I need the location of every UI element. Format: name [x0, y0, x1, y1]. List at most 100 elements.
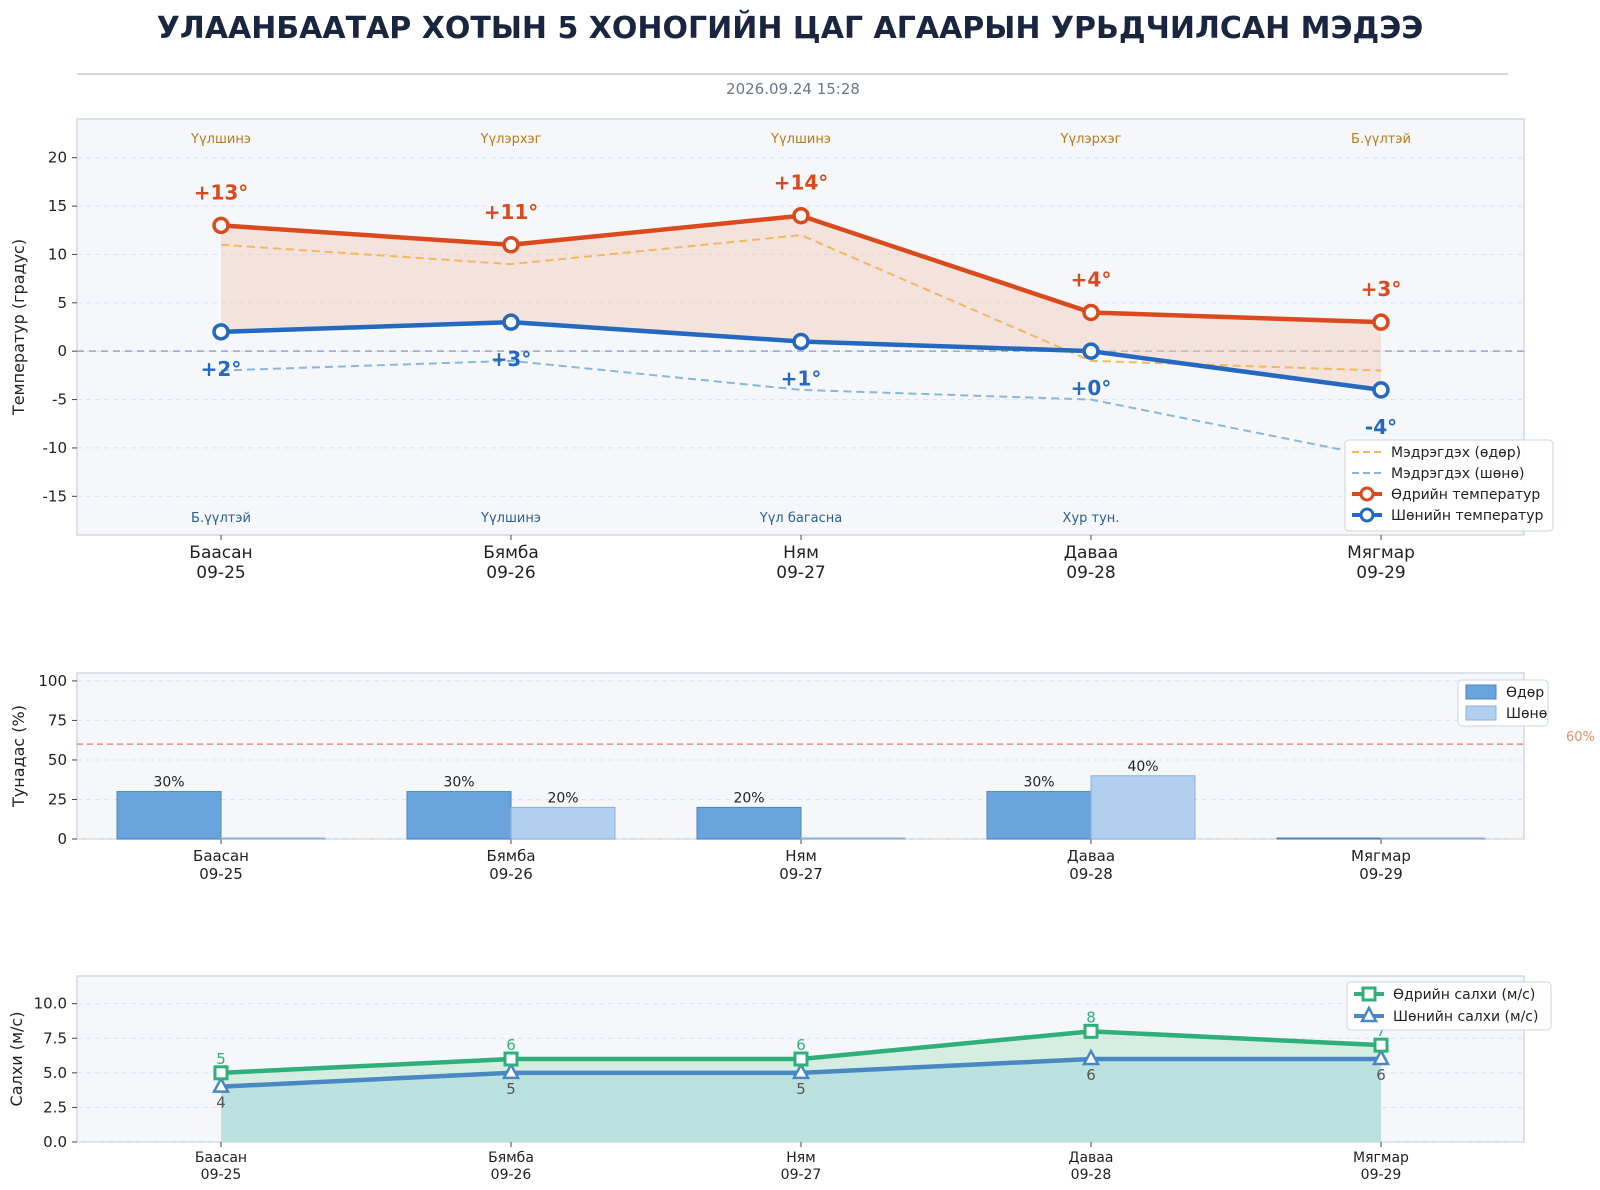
- day-condition-label: Үүлшинэ: [770, 132, 831, 147]
- day-temperature-label: +4°: [1071, 267, 1112, 291]
- night-precipitation-bar: [1090, 775, 1196, 840]
- night-wind-label: 5: [506, 1080, 516, 1098]
- y-tick-label: 5: [57, 294, 67, 312]
- x-tick-label-day: Бямба: [486, 847, 535, 865]
- legend-label: Өдрийн салхи (м/с): [1393, 987, 1535, 1003]
- wind-legend: Өдрийн салхи (м/с) Шөнийн салхи (м/с): [1346, 981, 1552, 1031]
- timestamp: 2026.09.24 15:28: [726, 80, 860, 98]
- legend-label: Шөнийн салхи (м/с): [1393, 1009, 1538, 1025]
- x-tick-label-date: 09-27: [779, 865, 823, 883]
- day-temperature-point: [792, 206, 810, 225]
- night-precipitation-label: 40%: [1127, 759, 1158, 775]
- day-wind-label: 6: [506, 1036, 516, 1054]
- legend-swatch: [1465, 705, 1497, 721]
- night-wind-area: [221, 1059, 1381, 1142]
- x-tick-label-day: Мягмар: [1351, 847, 1411, 865]
- y-tick-label: 7.5: [43, 1029, 67, 1047]
- x-tick-label-date: 09-25: [196, 563, 245, 583]
- y-tick-label: -5: [52, 391, 67, 409]
- legend-label: Шөнийн температур: [1391, 508, 1543, 524]
- x-tick-label-date: 09-26: [486, 563, 535, 583]
- day-temperature-label: +14°: [774, 171, 829, 195]
- x-tick-label-date: 09-27: [781, 1167, 822, 1183]
- day-condition-label: Б.үүлтэй: [1351, 132, 1411, 147]
- x-tick-label-day: Бямба: [483, 543, 539, 563]
- day-condition-label: Үүлшинэ: [190, 132, 251, 147]
- night-temperature-label: +0°: [1071, 376, 1112, 400]
- day-wind-label: 8: [1086, 1008, 1096, 1026]
- day-condition-label: Үүлэрхэг: [480, 132, 542, 147]
- legend-swatch: [1465, 684, 1497, 700]
- day-temperature-label: +11°: [484, 200, 539, 224]
- y-tick-label: 0: [57, 342, 67, 360]
- night-condition-label: Б.үүлтэй: [191, 511, 251, 526]
- night-temperature-label: +1°: [781, 367, 822, 391]
- night-precipitation-bar: [510, 806, 616, 840]
- x-tick-label-date: 09-28: [1066, 563, 1115, 583]
- day-wind-label: 6: [796, 1036, 806, 1054]
- night-condition-label: Хур тун.: [1063, 511, 1120, 526]
- night-temperature-point: [502, 313, 520, 331]
- legend-box: [1346, 981, 1552, 1031]
- legend-label: Шөнө: [1506, 706, 1547, 722]
- night-wind-point: [1371, 1048, 1391, 1066]
- x-tick-label-date: 09-28: [1071, 1167, 1112, 1183]
- x-tick-label-day: Ням: [785, 847, 817, 865]
- x-tick-label-date: 09-26: [491, 1167, 532, 1183]
- night-wind-label: 5: [796, 1080, 806, 1098]
- legend-marker: [1361, 986, 1377, 1002]
- y-tick-label: 100: [38, 672, 67, 690]
- night-wind-label: 6: [1376, 1066, 1386, 1084]
- temperature-legend: Мэдрэгдэх (өдөр) Мэдрэгдэх (шөнө) Өдрийн т…: [1344, 439, 1554, 532]
- day-precipitation-label: 30%: [443, 775, 474, 791]
- x-tick-label-day: Даваа: [1067, 847, 1115, 865]
- night-wind-point: [1081, 1048, 1101, 1066]
- night-wind-label: 6: [1086, 1066, 1096, 1084]
- day-precipitation-label: 20%: [733, 790, 764, 806]
- y-tick-label: 10: [48, 245, 67, 263]
- x-tick-label-day: Баасан: [195, 1150, 247, 1166]
- night-condition-label: Үүл багасна: [759, 511, 842, 526]
- night-wind-point: [211, 1076, 231, 1093]
- day-temperature-label: +3°: [1361, 277, 1402, 301]
- night-precipitation-bar: [220, 837, 326, 840]
- night-condition-label: Үүлшинэ: [480, 511, 541, 526]
- y-axis-label: Тунадас (%): [9, 705, 28, 808]
- night-temperature-label: +2°: [201, 357, 242, 381]
- y-tick-label: -10: [43, 439, 68, 457]
- night-temperature-label: -4°: [1365, 415, 1397, 439]
- day-temperature-point: [1372, 313, 1390, 331]
- night-wind-point: [791, 1062, 811, 1080]
- x-tick-label-date: 09-25: [199, 865, 243, 883]
- y-tick-label: 15: [48, 197, 67, 215]
- night-precipitation-bar: [1380, 837, 1486, 840]
- day-wind-label: 7: [1376, 1022, 1386, 1040]
- x-tick-label-day: Бямба: [488, 1150, 534, 1166]
- y-axis-label: Температур (градус): [9, 239, 28, 416]
- legend-label: Өдөр: [1506, 685, 1544, 701]
- x-tick-label-day: Ням: [786, 1150, 816, 1166]
- x-tick-label-day: Баасан: [193, 847, 249, 865]
- y-tick-label: 20: [48, 149, 67, 167]
- y-tick-label: 5.0: [43, 1064, 67, 1082]
- day-precipitation-bar: [696, 806, 802, 840]
- legend-marker: [1359, 1005, 1379, 1023]
- day-temperature-point: [212, 216, 230, 235]
- y-tick-label: 2.5: [43, 1098, 67, 1116]
- day-precipitation-bar: [406, 791, 512, 840]
- day-precipitation-bar: [116, 791, 222, 840]
- y-tick-label: 25: [48, 790, 67, 808]
- x-tick-label-day: Мягмар: [1347, 543, 1415, 563]
- y-tick-label: 50: [48, 751, 67, 769]
- day-precipitation-label: 30%: [1023, 775, 1054, 791]
- day-precipitation-bar: [986, 791, 1092, 840]
- y-tick-label: 75: [48, 711, 67, 729]
- legend-marker: [1359, 486, 1375, 502]
- day-wind-point: [213, 1065, 229, 1081]
- legend-label: Өдрийн температур: [1391, 487, 1540, 503]
- day-wind-point: [793, 1051, 809, 1067]
- day-wind-point: [1373, 1037, 1389, 1053]
- night-temperature-point: [792, 332, 810, 351]
- night-temperature-point: [212, 323, 230, 341]
